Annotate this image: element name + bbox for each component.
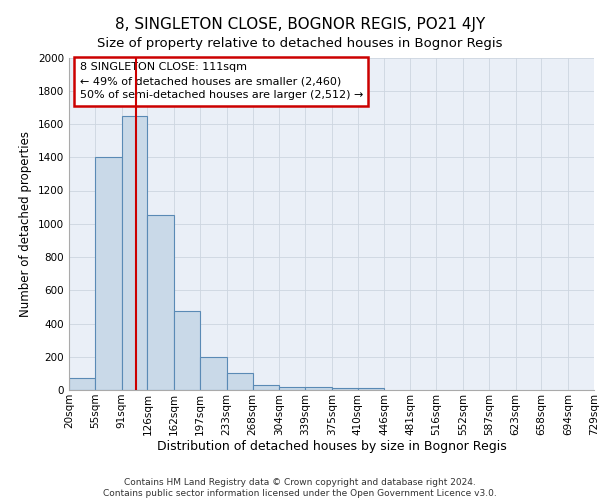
Bar — [358, 388, 385, 390]
Bar — [200, 357, 227, 390]
Bar — [253, 385, 279, 390]
Bar — [122, 116, 148, 390]
Text: Contains HM Land Registry data © Crown copyright and database right 2024.
Contai: Contains HM Land Registry data © Crown c… — [103, 478, 497, 498]
Text: 8 SINGLETON CLOSE: 111sqm
← 49% of detached houses are smaller (2,460)
50% of se: 8 SINGLETON CLOSE: 111sqm ← 49% of detac… — [79, 62, 363, 100]
Bar — [148, 216, 174, 390]
Bar — [332, 388, 358, 390]
Bar — [279, 386, 305, 390]
Bar — [305, 386, 332, 390]
Bar — [69, 378, 95, 390]
X-axis label: Distribution of detached houses by size in Bognor Regis: Distribution of detached houses by size … — [157, 440, 506, 454]
Y-axis label: Number of detached properties: Number of detached properties — [19, 130, 32, 317]
Bar — [95, 157, 122, 390]
Text: 8, SINGLETON CLOSE, BOGNOR REGIS, PO21 4JY: 8, SINGLETON CLOSE, BOGNOR REGIS, PO21 4… — [115, 18, 485, 32]
Text: Size of property relative to detached houses in Bognor Regis: Size of property relative to detached ho… — [97, 38, 503, 51]
Bar — [227, 374, 253, 390]
Bar — [174, 311, 200, 390]
